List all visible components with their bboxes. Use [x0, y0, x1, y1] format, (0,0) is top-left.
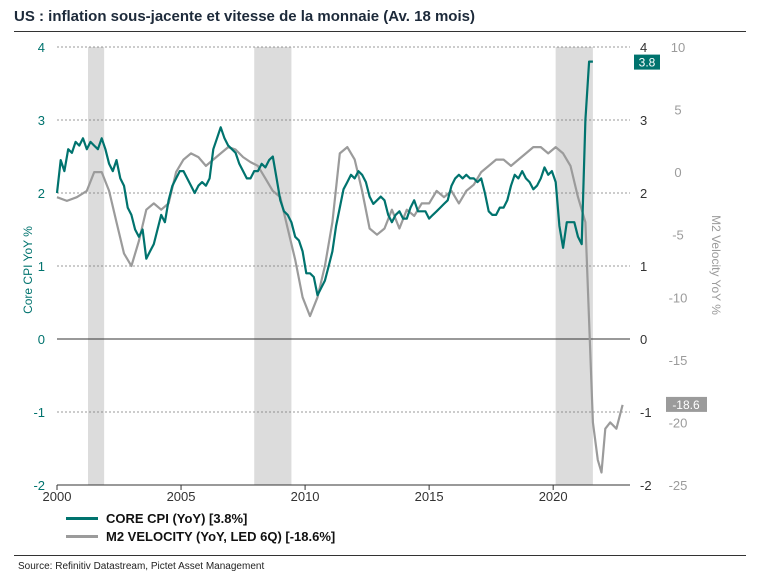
source-note: Source: Refinitiv Datastream, Pictet Ass… — [18, 561, 265, 572]
y-left-tick-label: -2 — [33, 478, 45, 493]
y-right-tick-label: -5 — [672, 228, 684, 243]
y-right-tick-label: -25 — [669, 478, 688, 493]
y-left-tick-label: 2 — [38, 186, 45, 201]
y-right-tick-label: -10 — [669, 290, 688, 305]
legend: CORE CPI (YoY) [3.8%] M2 VELOCITY (YoY, … — [66, 509, 335, 545]
x-tick-label: 2000 — [43, 489, 72, 504]
y-right-tick-label: 0 — [674, 165, 681, 180]
series-lines — [55, 60, 624, 474]
end-label-box-m2-velocity — [666, 396, 707, 412]
bottom-rule — [14, 555, 746, 556]
top-rule — [14, 31, 746, 32]
y-mid-tick-label: -2 — [640, 478, 652, 493]
series-line-core-cpi — [55, 60, 593, 297]
y-axis-right-label: M2 Velocity YoY % — [709, 215, 723, 315]
y-right-tick-label: 5 — [674, 103, 681, 118]
axes — [56, 484, 630, 490]
legend-label-core-cpi: CORE CPI (YoY) [3.8%] — [106, 510, 248, 526]
y-mid-tick-label: -1 — [640, 405, 652, 420]
recession-band — [88, 47, 105, 485]
y-mid-tick-label: 3 — [640, 113, 647, 128]
legend-label-m2-velocity: M2 VELOCITY (YoY, LED 6Q) [-18.6%] — [106, 528, 336, 544]
y-mid-tick-label: 2 — [640, 186, 647, 201]
end-label-m2-velocity: -18.6 — [672, 398, 700, 412]
end-label-core-cpi: 3.8 — [639, 56, 656, 70]
series-line-m2-velocity — [56, 146, 624, 474]
end-label-box-core-cpi — [634, 54, 660, 70]
y-left-tick-label: 3 — [38, 113, 45, 128]
y-mid-tick-label: 4 — [640, 40, 647, 55]
y-mid-tick-label: 0 — [640, 332, 647, 347]
y-axis-left-label: Core CPI YoY % — [21, 226, 35, 314]
y-left-tick-label: 4 — [38, 40, 45, 55]
tick-labels: 4 43 32 21 10 0-1 -1-2 -21050-5-10-15-20-252000… — [33, 40, 707, 504]
legend-item-core-cpi: CORE CPI (YoY) [3.8%] — [66, 509, 335, 527]
x-tick-label: 2015 — [415, 489, 444, 504]
y-right-tick-label: 10 — [671, 40, 685, 55]
chart-title: US : inflation sous-jacente et vitesse d… — [14, 8, 475, 25]
x-tick-label: 2005 — [167, 489, 196, 504]
legend-swatch-m2-velocity — [66, 534, 98, 538]
x-tick-label: 2020 — [539, 489, 568, 504]
y-mid-tick-label: 1 — [640, 259, 647, 274]
y-right-tick-label: -15 — [669, 353, 688, 368]
y-left-tick-label: 0 — [38, 332, 45, 347]
y-right-tick-label: -20 — [669, 415, 688, 430]
y-left-tick-label: -1 — [33, 405, 45, 420]
x-tick-label: 2010 — [291, 489, 320, 504]
gridlines — [57, 46, 630, 486]
y-left-tick-label: 1 — [38, 259, 45, 274]
legend-item-m2-velocity: M2 VELOCITY (YoY, LED 6Q) [-18.6%] — [66, 527, 335, 545]
legend-swatch-core-cpi — [66, 516, 98, 520]
chart-svg: 4 43 32 21 10 0-1 -1-2 -21050-5-10-15-20-252000… — [21, 40, 723, 504]
